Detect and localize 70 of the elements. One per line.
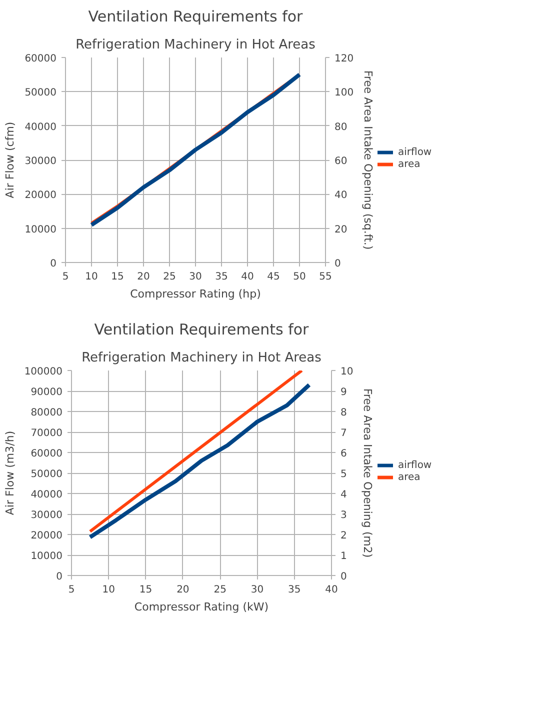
x-tick-label: 35 bbox=[288, 584, 301, 596]
legend-label: airflow bbox=[398, 146, 432, 158]
x-tick-label: 55 bbox=[319, 272, 332, 282]
y-tick-label: 60000 bbox=[24, 54, 56, 64]
x-tick-label: 5 bbox=[62, 272, 69, 282]
line-series bbox=[90, 72, 302, 227]
y2-tick-label: 4 bbox=[340, 490, 347, 500]
y-tick-label: 60000 bbox=[30, 448, 62, 460]
y2-tick-label: 3 bbox=[340, 510, 347, 521]
y-tick-label: 30000 bbox=[24, 156, 56, 167]
y2-tick-label: 20 bbox=[334, 224, 348, 236]
y2-tick-label: 60 bbox=[334, 156, 348, 167]
x-tick-label: 30 bbox=[189, 272, 202, 282]
x-tick-label: 10 bbox=[85, 272, 98, 282]
y-tick-label: 40000 bbox=[30, 490, 62, 500]
y-tick-label: 10000 bbox=[30, 551, 62, 562]
x-tick-label: 25 bbox=[163, 272, 176, 282]
x-axis-title: Compressor Rating (kW) bbox=[134, 600, 269, 614]
y2-tick-label: 6 bbox=[340, 448, 347, 460]
y-tick-label: 50000 bbox=[24, 88, 56, 99]
y2-tick-label: 80 bbox=[334, 122, 348, 133]
y-tick-label: 0 bbox=[50, 258, 57, 270]
x-tick-label: 50 bbox=[293, 272, 306, 282]
y2-tick-label: 9 bbox=[340, 387, 347, 398]
y2-tick-label: 10 bbox=[340, 366, 354, 378]
y2-tick-label: 2 bbox=[340, 530, 347, 542]
y-tick-label: 100000 bbox=[24, 366, 63, 378]
y2-tick-label: 40 bbox=[334, 190, 348, 202]
x-tick-label: 40 bbox=[325, 584, 338, 596]
y-tick-label: 20000 bbox=[30, 530, 62, 542]
y2-axis-title: Free Area Intake Opening (m2) bbox=[361, 388, 374, 558]
y-tick-label: 40000 bbox=[24, 122, 56, 133]
y-tick-label: 50000 bbox=[30, 469, 62, 480]
y2-tick-label: 5 bbox=[340, 469, 347, 480]
chart-subtitle: Refrigeration Machinery in Hot Areas bbox=[76, 38, 316, 52]
y2-tick-label: 8 bbox=[340, 408, 347, 418]
y-tick-label: 70000 bbox=[30, 428, 62, 439]
y-tick-label: 0 bbox=[56, 572, 63, 582]
x-tick-label: 20 bbox=[176, 584, 190, 596]
chart-title: Ventilation Requirements for bbox=[88, 8, 304, 26]
legend-label: area bbox=[398, 471, 420, 483]
y2-tick-label: 0 bbox=[334, 258, 341, 270]
legend-label: airflow bbox=[398, 459, 432, 471]
chart-subtitle: Refrigeration Machinery in Hot Areas bbox=[82, 350, 322, 366]
legend-label: area bbox=[398, 158, 420, 170]
y2-tick-label: 120 bbox=[334, 54, 354, 64]
x-tick-label: 25 bbox=[214, 584, 226, 596]
y-tick-label: 90000 bbox=[30, 387, 62, 398]
y2-tick-label: 7 bbox=[340, 428, 347, 439]
x-tick-label: 10 bbox=[102, 584, 116, 596]
y-tick-label: 30000 bbox=[30, 510, 62, 521]
y2-tick-label: 1 bbox=[340, 551, 347, 562]
chart-title: Ventilation Requirements for bbox=[94, 320, 310, 338]
y-tick-label: 10000 bbox=[24, 224, 56, 236]
y-tick-label: 20000 bbox=[24, 190, 56, 202]
x-tick-label: 5 bbox=[68, 584, 75, 596]
x-axis-title: Compressor Rating (hp) bbox=[130, 288, 261, 300]
x-tick-label: 40 bbox=[241, 272, 254, 282]
y-axis-title: Air Flow (cfm) bbox=[4, 122, 17, 198]
x-tick-label: 45 bbox=[267, 272, 280, 282]
y2-tick-label: 100 bbox=[334, 88, 354, 99]
y2-tick-label: 0 bbox=[340, 572, 347, 582]
x-tick-label: 35 bbox=[215, 272, 228, 282]
x-tick-label: 15 bbox=[111, 272, 124, 282]
y-tick-label: 80000 bbox=[30, 408, 62, 418]
y-axis-title: Air Flow (m3/h) bbox=[3, 430, 16, 516]
x-tick-label: 30 bbox=[250, 584, 264, 596]
x-tick-label: 15 bbox=[139, 584, 152, 596]
x-tick-label: 20 bbox=[137, 272, 150, 282]
y2-axis-title: Free Area Intake Opening (sq.ft.) bbox=[362, 70, 375, 250]
